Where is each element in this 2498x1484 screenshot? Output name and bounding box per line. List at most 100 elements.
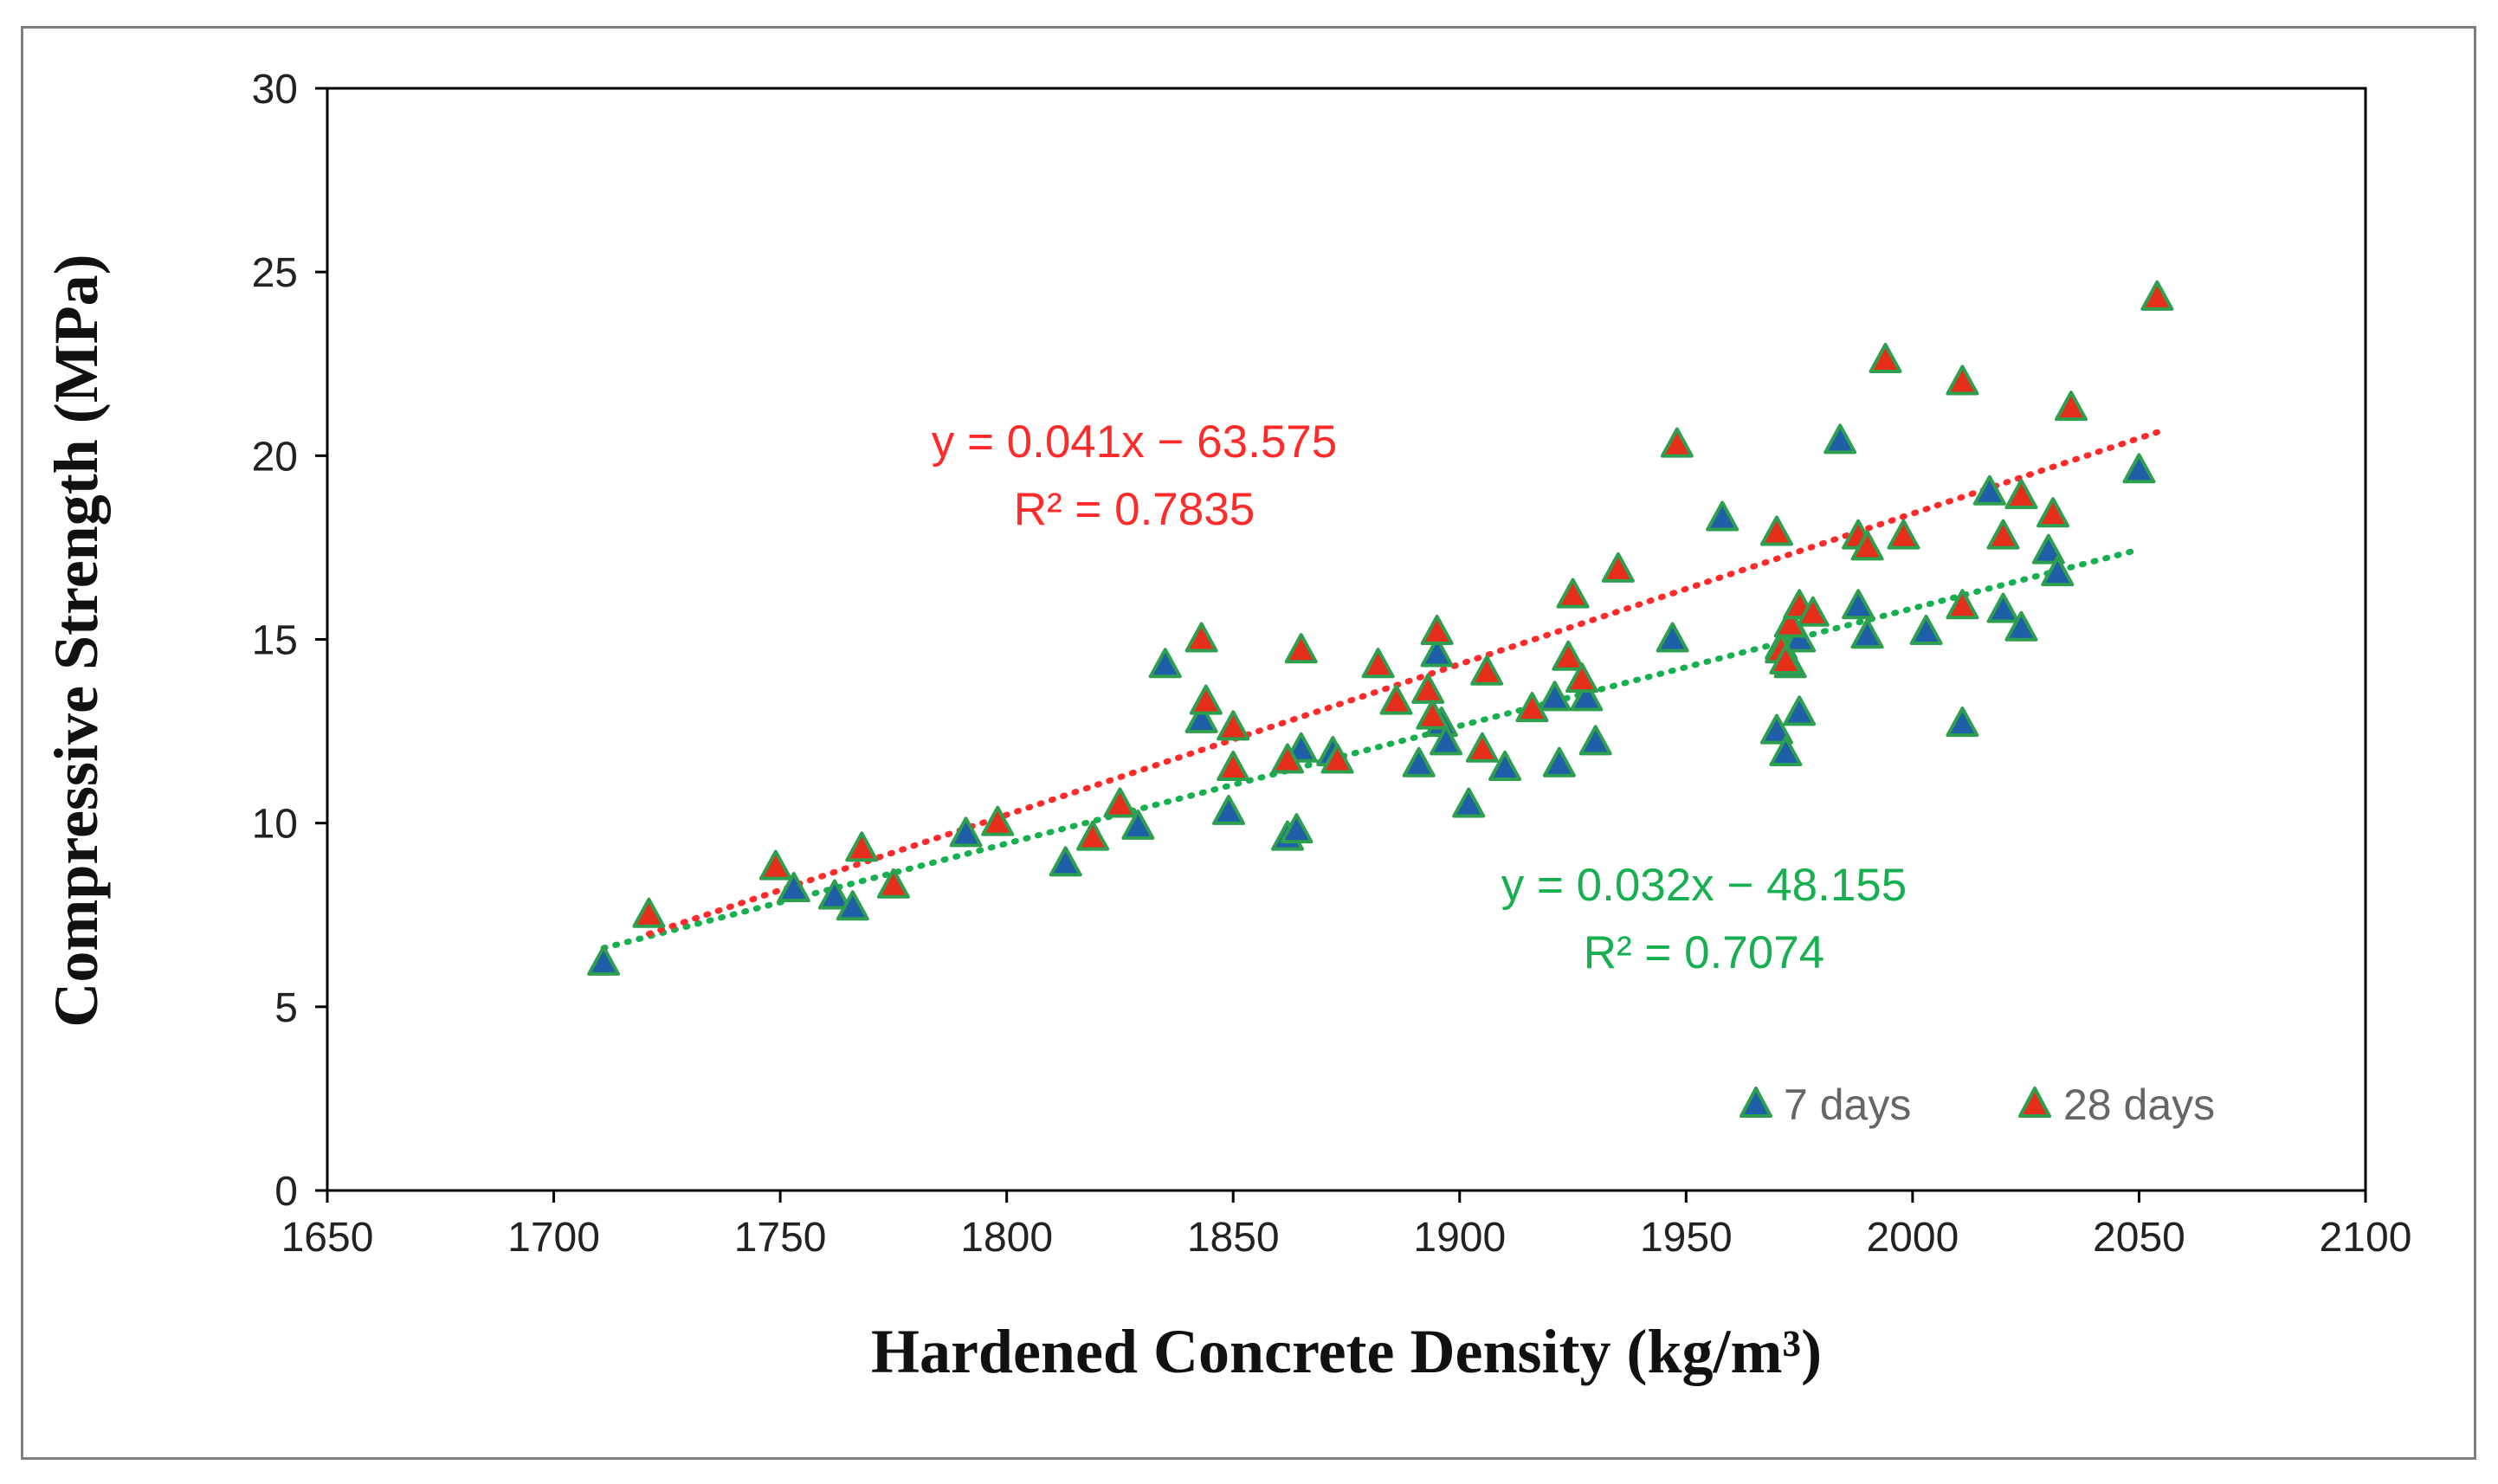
data-point-28-days <box>1284 633 1318 664</box>
data-point-7-days <box>1706 500 1740 532</box>
data-point-28-days <box>2054 390 2088 422</box>
data-point-28-days <box>2036 497 2070 528</box>
data-point-7-days <box>1121 809 1155 840</box>
data-point-28-days <box>1552 640 1585 671</box>
data-point-28-days <box>1601 552 1635 583</box>
data-point-7-days <box>817 879 851 910</box>
data-point-7-days <box>1211 794 1245 825</box>
legend-label-7-days: 7 days <box>1784 1081 1911 1129</box>
data-point-7-days <box>1909 615 1943 646</box>
data-point-7-days <box>1542 746 1576 777</box>
axis-ticks: 1650 1700 1750 1800 1850 1900 1950 2000 2050 2100… <box>252 67 2412 1261</box>
y-tick-label: 5 <box>274 985 298 1031</box>
data-point-28-days <box>1217 710 1250 741</box>
data-point-28-days <box>2140 280 2174 311</box>
x-tick-label: 1950 <box>1640 1215 1733 1261</box>
legend-marker-28-days <box>2018 1087 2051 1118</box>
data-point-7-days <box>1769 736 1803 767</box>
data-point-7-days <box>1986 592 2020 623</box>
data-point-28-days <box>1470 655 1504 686</box>
data-point-7-days <box>1488 751 1522 782</box>
data-point-28-days <box>1565 662 1599 694</box>
data-point-7-days <box>1759 713 1793 745</box>
legend-label-28-days: 28 days <box>2063 1081 2215 1129</box>
data-point-7-days <box>1823 423 1857 455</box>
data-point-28-days <box>1076 820 1110 851</box>
data-point-28-days <box>2004 479 2038 510</box>
x-tick-label: 1800 <box>960 1215 1053 1261</box>
data-point-28-days <box>1946 589 1979 620</box>
data-point-7-days <box>949 816 983 848</box>
x-tick-label: 2050 <box>2093 1215 2185 1261</box>
data-point-7-days <box>1570 681 1604 712</box>
data-point-28-days <box>876 868 910 899</box>
x-tick-label: 1750 <box>734 1215 827 1261</box>
trendlines <box>600 429 2160 952</box>
trendline-28-days-equation: y = 0.041x − 63.575 <box>932 416 1338 468</box>
y-tick-label: 20 <box>252 434 298 480</box>
x-tick-label: 2100 <box>2320 1215 2412 1261</box>
trendline-28-days <box>645 429 2160 938</box>
data-point-7-days <box>2031 533 2065 565</box>
trendline-28-days-r2: R² = 0.7835 <box>1014 484 1255 535</box>
y-axis-title: Compressive Strength (MPa) <box>42 254 111 1027</box>
data-point-7-days <box>1184 702 1218 733</box>
data-point-7-days <box>1850 618 1884 649</box>
y-tick-label: 10 <box>252 802 298 848</box>
data-point-7-days <box>777 872 810 903</box>
y-tick-label: 30 <box>252 67 298 113</box>
data-point-28-days <box>1320 743 1354 774</box>
data-point-7-days <box>1452 787 1486 818</box>
trendline-7-days <box>600 546 2142 952</box>
x-tick-label: 1850 <box>1187 1215 1280 1261</box>
data-point-7-days <box>1842 589 1875 620</box>
data-point-28-days <box>632 897 666 928</box>
data-point-28-days <box>1379 684 1413 715</box>
trendline-7-days-r2: R² = 0.7074 <box>1584 927 1824 978</box>
trendline-7-days-equation: y = 0.032x − 48.155 <box>1501 860 1907 911</box>
data-point-7-days <box>1148 648 1182 679</box>
x-tick-label: 1650 <box>281 1215 374 1261</box>
plot-area <box>326 87 2367 1192</box>
data-point-28-days <box>1465 732 1499 763</box>
data-point-7-days <box>836 890 869 921</box>
data-point-28-days <box>1759 515 1793 546</box>
data-point-7-days <box>1972 474 2006 506</box>
data-point-7-days <box>1280 813 1314 844</box>
x-axis-title: Hardened Concrete Density (kg/m³) <box>871 1317 1822 1386</box>
data-point-7-days <box>1402 746 1436 777</box>
data-point-28-days <box>1850 530 1884 561</box>
data-point-28-days <box>1887 519 1920 550</box>
data-point-28-days <box>1270 743 1304 774</box>
data-point-28-days <box>1420 615 1454 646</box>
legend-marker-7-days <box>1740 1087 1772 1118</box>
data-point-28-days <box>1103 787 1137 818</box>
y-tick-label: 0 <box>274 1169 298 1215</box>
data-point-28-days <box>1946 365 1979 396</box>
data-point-28-days <box>981 805 1015 836</box>
data-point-28-days <box>1361 648 1395 679</box>
data-point-28-days <box>1796 596 1830 627</box>
data-point-7-days <box>1946 707 1979 738</box>
data-point-7-days <box>1578 725 1612 756</box>
legend: 7 days 28 days <box>1740 1081 2215 1129</box>
y-tick-label: 15 <box>252 618 298 664</box>
data-points <box>587 280 2174 976</box>
data-point-7-days <box>2041 556 2075 587</box>
data-point-7-days <box>1049 846 1082 877</box>
data-point-28-days <box>1411 673 1445 704</box>
y-tick-label: 25 <box>252 250 298 296</box>
x-tick-label: 1700 <box>507 1215 600 1261</box>
data-point-28-days <box>1869 343 1902 374</box>
data-point-7-days <box>1656 622 1689 653</box>
data-point-28-days <box>1189 684 1223 715</box>
data-point-7-days <box>1538 681 1572 712</box>
data-point-28-days <box>1515 692 1549 723</box>
data-point-7-days <box>2122 453 2156 484</box>
data-point-28-days <box>758 849 792 881</box>
data-point-28-days <box>1556 577 1590 609</box>
x-tick-label: 1900 <box>1413 1215 1506 1261</box>
data-point-7-days <box>2004 610 2038 642</box>
data-point-28-days <box>1217 751 1250 782</box>
